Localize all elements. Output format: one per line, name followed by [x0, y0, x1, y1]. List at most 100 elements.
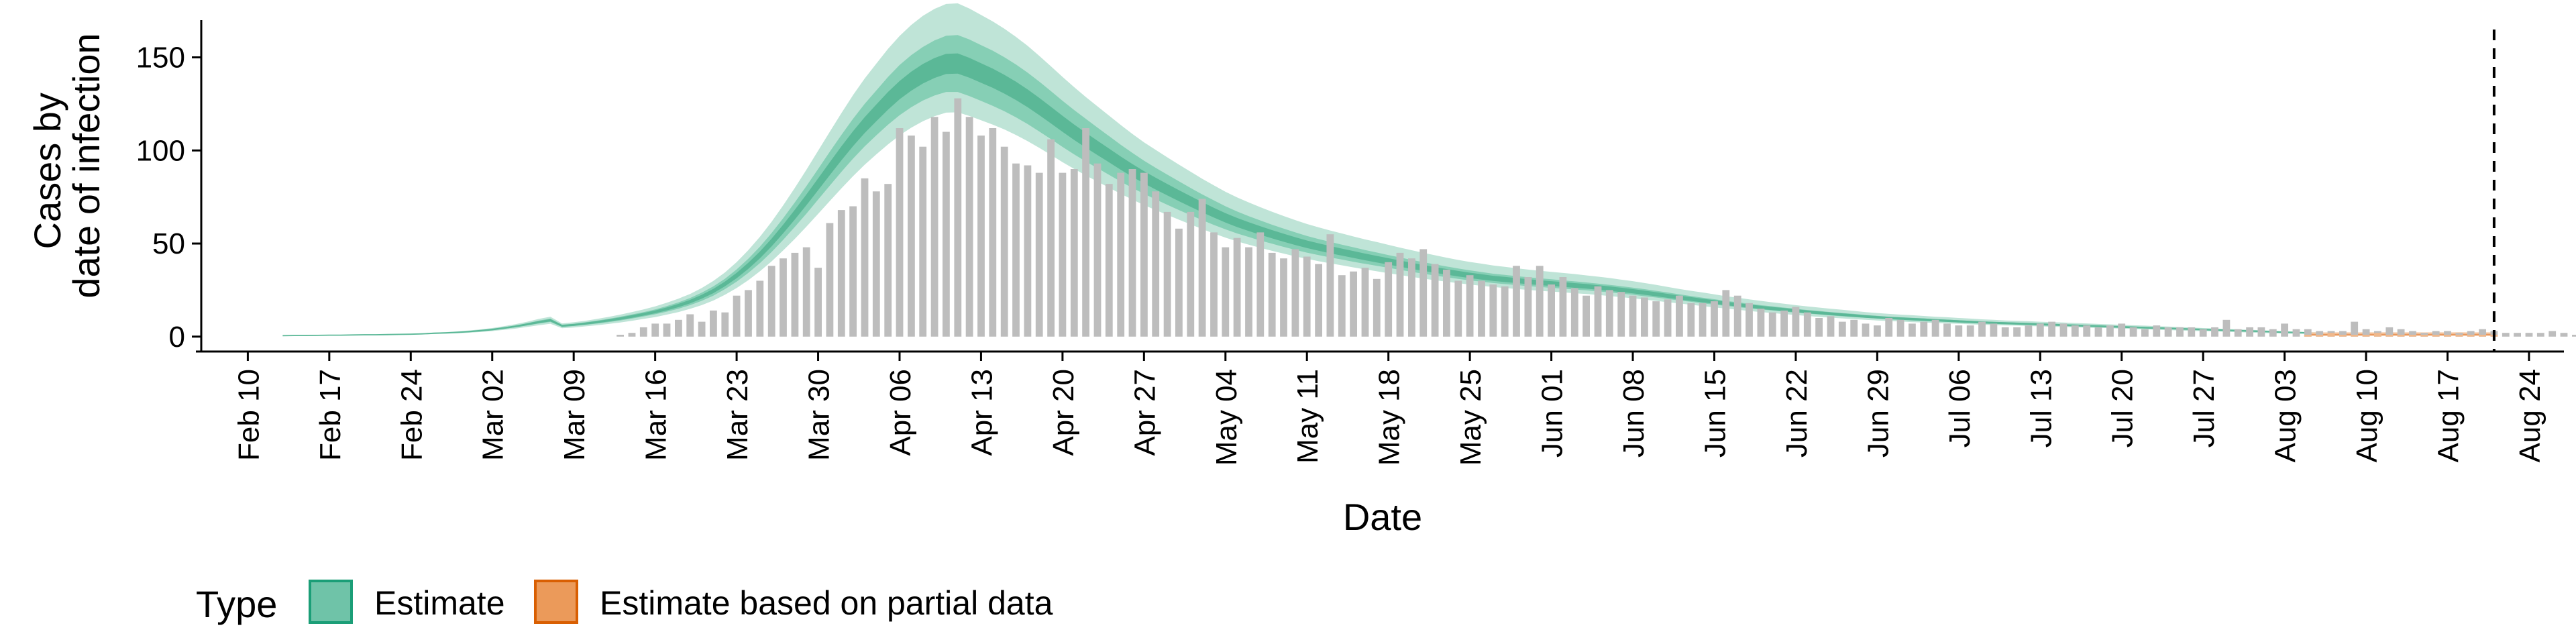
- case-bar: [989, 128, 997, 337]
- case-bar: [1117, 172, 1125, 337]
- case-bar: [1722, 290, 1730, 337]
- estimate-90-band: [282, 3, 2436, 336]
- case-bar: [1617, 292, 1625, 337]
- x-tick-label: Apr 27: [1128, 369, 1161, 456]
- x-tick-label: Apr 06: [884, 369, 917, 456]
- estimate-50-band: [282, 35, 2436, 336]
- case-bar: [1699, 303, 1707, 337]
- case-bar: [1326, 234, 1334, 337]
- case-bar: [1198, 199, 1206, 337]
- case-bar: [2048, 321, 2055, 337]
- case-bar: [1431, 264, 1439, 337]
- case-bar: [2467, 331, 2475, 337]
- case-bar: [2432, 331, 2440, 337]
- x-tick-label: Jun 15: [1699, 369, 1732, 458]
- case-bar: [1478, 280, 1485, 337]
- case-bar: [651, 323, 659, 337]
- x-tick-label: Mar 16: [640, 369, 673, 461]
- case-bar: [1128, 169, 1136, 337]
- case-bar: [1489, 284, 1497, 337]
- case-bar: [1559, 277, 1567, 337]
- partial-case-bar: [2479, 335, 2486, 337]
- case-bar: [1524, 277, 1532, 337]
- case-bar: [965, 117, 973, 337]
- case-bar: [2199, 329, 2207, 337]
- case-bar: [2339, 331, 2347, 337]
- case-bar: [616, 335, 624, 337]
- case-bar: [1943, 323, 1951, 337]
- case-bar: [791, 252, 799, 337]
- case-bar: [1629, 295, 1637, 337]
- case-bar: [1862, 323, 1870, 337]
- legend-key-partial: [534, 580, 578, 624]
- x-tick-label: Jul 13: [2025, 369, 2057, 447]
- x-tick-label: May 11: [1291, 369, 1324, 464]
- x-tick-label: Feb 24: [395, 369, 428, 461]
- case-bar: [1746, 303, 1753, 337]
- case-bar: [2118, 323, 2126, 337]
- x-tick-label: Jun 29: [1862, 369, 1894, 458]
- x-tick-label: Jul 20: [2106, 369, 2139, 447]
- case-bar: [2129, 327, 2137, 337]
- x-axis-ticks: Feb 10 Feb 17 Feb 24 Mar 02 Mar 09 Mar 16 Mar …: [232, 352, 2546, 466]
- case-bar: [1896, 319, 1904, 337]
- case-bar: [1187, 211, 1195, 337]
- partial-case-bar: [2374, 333, 2381, 337]
- legend: Type Estimate Estimate based on partial …: [196, 580, 1053, 625]
- partial-case-bar: [2444, 335, 2451, 337]
- case-bar: [2304, 329, 2312, 337]
- case-bar: [2385, 327, 2394, 337]
- legend-label-partial: Estimate based on partial data: [600, 584, 1053, 622]
- y-axis-ticks: 0 50 100 150: [136, 42, 201, 354]
- case-bar: [710, 310, 717, 337]
- case-bar: [1291, 249, 1299, 337]
- case-bar: [1408, 258, 1415, 337]
- x-tick-label: Mar 02: [477, 369, 510, 461]
- case-bar: [1047, 139, 1055, 337]
- case-bar: [954, 98, 962, 337]
- x-tick-label: Feb 10: [232, 369, 265, 461]
- case-bar: [2222, 319, 2231, 337]
- case-bar: [2397, 329, 2405, 337]
- partial-case-bar: [2455, 335, 2463, 337]
- case-bar: [2071, 325, 2079, 337]
- case-bar: [2025, 325, 2033, 337]
- case-bar: [1280, 258, 1287, 337]
- partial-case-bar: [2432, 335, 2440, 337]
- x-tick-label: Aug 10: [2351, 369, 2383, 462]
- case-bar: [745, 290, 752, 337]
- observed-case-bars: [616, 98, 2576, 337]
- case-bar: [849, 206, 857, 337]
- x-tick-label: May 18: [1373, 369, 1406, 466]
- case-bar: [837, 210, 845, 337]
- legend-title: Type: [196, 583, 277, 625]
- case-bar: [2502, 333, 2510, 337]
- case-bar: [1605, 290, 1613, 337]
- case-bar: [1303, 256, 1311, 337]
- case-bar: [2106, 325, 2114, 337]
- case-bar: [2013, 327, 2021, 337]
- case-bar: [1711, 301, 1718, 337]
- case-bar: [1803, 312, 1811, 337]
- case-bar: [1268, 252, 1276, 337]
- case-bar: [2094, 327, 2102, 337]
- case-bar: [2281, 323, 2288, 337]
- case-bar: [1815, 318, 1823, 337]
- case-bar: [1385, 262, 1393, 337]
- case-bar: [780, 258, 787, 337]
- case-bar: [1676, 295, 1683, 337]
- case-bar: [2211, 327, 2218, 337]
- case-bar: [2572, 335, 2576, 337]
- case-bar: [1024, 165, 1032, 337]
- case-bar: [2479, 329, 2486, 337]
- case-bar: [802, 247, 810, 337]
- case-bar: [908, 136, 915, 337]
- partial-case-bar: [2316, 335, 2324, 337]
- case-bar: [639, 327, 647, 337]
- case-bar: [1664, 299, 1672, 337]
- case-bar: [919, 146, 927, 337]
- case-bar: [896, 128, 904, 337]
- case-bar: [1885, 318, 1893, 337]
- case-bar: [1245, 247, 1252, 337]
- case-bar: [721, 312, 729, 337]
